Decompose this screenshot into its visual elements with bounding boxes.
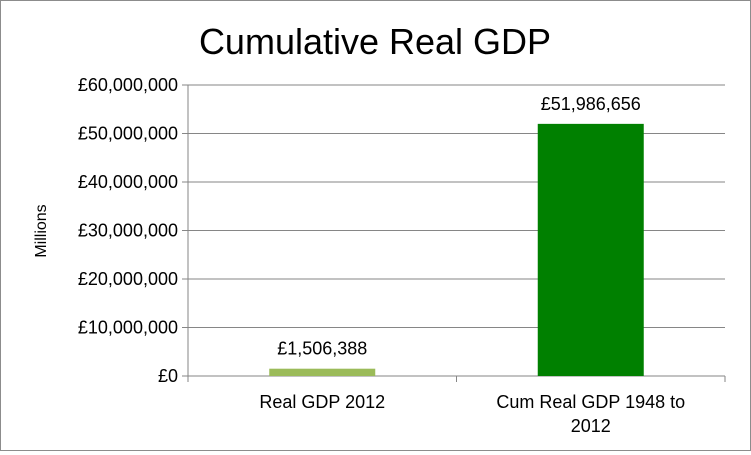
y-tick-label: £0: [158, 366, 178, 386]
x-tick-label-line: 2012: [571, 416, 611, 436]
bars: [269, 123, 644, 376]
y-tick-label: £50,000,000: [78, 124, 178, 144]
y-tick-label: £20,000,000: [78, 269, 178, 289]
bar: [537, 123, 644, 376]
y-tick-label: £60,000,000: [78, 75, 178, 95]
gridlines: [187, 84, 725, 377]
y-axis-label: Millions: [33, 204, 50, 257]
y-tick-label: £30,000,000: [78, 221, 178, 241]
x-tick-label-line: Real GDP 2012: [259, 392, 385, 412]
x-tick-label: Real GDP 2012: [259, 392, 385, 412]
data-label: £1,506,388: [277, 339, 367, 359]
x-tick-label: Cum Real GDP 1948 to 2012: [496, 392, 685, 436]
bar: [269, 368, 376, 376]
data-labels: £1,506,388 £51,986,656: [277, 94, 641, 359]
y-axis-ticks: £0 £10,000,000 £20,000,000 £30,000,000 £40,0…: [78, 75, 188, 386]
data-label: £51,986,656: [541, 94, 641, 114]
y-tick-label: £40,000,000: [78, 172, 178, 192]
y-tick-label: £10,000,000: [78, 318, 178, 338]
x-axis-ticks: Real GDP 2012 Cum Real GDP 1948 to 2012: [187, 376, 726, 436]
chart-title: Cumulative Real GDP: [199, 21, 551, 62]
x-tick-label-line: Cum Real GDP 1948 to: [496, 392, 685, 412]
